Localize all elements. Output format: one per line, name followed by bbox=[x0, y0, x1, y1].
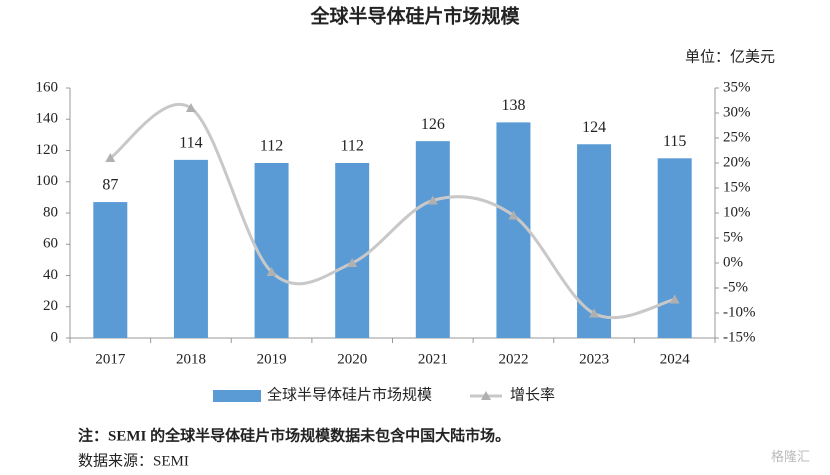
x-tick-label: 2024 bbox=[660, 351, 691, 367]
y-tick-label: 160 bbox=[36, 79, 59, 95]
y2-tick-label: 30% bbox=[723, 104, 751, 120]
y-tick-label: 80 bbox=[43, 204, 58, 220]
legend-swatch bbox=[213, 390, 261, 402]
bar bbox=[335, 163, 370, 338]
bar-value-label: 112 bbox=[260, 138, 283, 155]
y2-tick-label: -10% bbox=[723, 304, 756, 320]
line-marker bbox=[105, 153, 116, 162]
bar bbox=[173, 159, 208, 338]
x-tick-label: 2017 bbox=[95, 351, 126, 367]
y2-tick-label: -15% bbox=[723, 329, 756, 345]
y2-tick-label: 5% bbox=[723, 229, 743, 245]
y2-tick-label: 15% bbox=[723, 179, 751, 195]
y-tick-label: 0 bbox=[51, 329, 59, 345]
y2-tick-label: 0% bbox=[723, 254, 743, 270]
y-tick-label: 120 bbox=[36, 142, 59, 158]
bar-value-label: 87 bbox=[102, 177, 118, 194]
bar-value-label: 138 bbox=[501, 97, 525, 114]
bar bbox=[254, 163, 289, 338]
line-marker bbox=[508, 210, 519, 220]
x-tick-label: 2018 bbox=[176, 351, 206, 367]
bar-value-label: 114 bbox=[179, 135, 202, 152]
legend-label: 全球半导体硅片市场规模 bbox=[267, 385, 432, 403]
bar bbox=[657, 158, 692, 338]
x-tick-label: 2023 bbox=[579, 351, 609, 367]
x-tick-label: 2021 bbox=[418, 351, 448, 367]
y-tick-label: 140 bbox=[36, 111, 59, 127]
y2-tick-label: 20% bbox=[723, 154, 751, 170]
x-tick-label: 2022 bbox=[498, 351, 528, 367]
watermark: 格隆汇 bbox=[771, 449, 810, 464]
legend-marker bbox=[481, 391, 491, 400]
line-marker bbox=[185, 103, 196, 112]
line-marker bbox=[347, 258, 358, 267]
bar bbox=[93, 202, 128, 338]
legend-label: 增长率 bbox=[510, 386, 555, 403]
source: 数据来源：SEMI bbox=[78, 452, 189, 469]
y-tick-label: 100 bbox=[36, 173, 59, 189]
bar-value-label: 126 bbox=[421, 116, 445, 133]
y-tick-label: 20 bbox=[43, 298, 58, 314]
bar-value-label: 124 bbox=[582, 119, 606, 136]
x-tick-label: 2019 bbox=[257, 351, 287, 367]
bar-value-label: 115 bbox=[663, 133, 686, 150]
y-tick-label: 40 bbox=[43, 267, 58, 283]
y2-tick-label: 35% bbox=[723, 79, 751, 95]
y2-tick-label: 10% bbox=[723, 204, 751, 220]
note: 注：SEMI 的全球半导体硅片市场规模数据未包含中国大陆市场。 bbox=[78, 426, 510, 444]
bar bbox=[415, 141, 450, 338]
y2-tick-label: -5% bbox=[723, 279, 748, 295]
line-marker bbox=[427, 195, 438, 205]
x-tick-label: 2020 bbox=[337, 351, 367, 367]
line-marker bbox=[266, 267, 277, 276]
bar bbox=[496, 122, 531, 338]
line-marker bbox=[589, 308, 600, 318]
line-marker bbox=[669, 294, 680, 304]
y-tick-label: 60 bbox=[43, 236, 58, 252]
y2-tick-label: 25% bbox=[723, 129, 751, 145]
unit-label: 单位：亿美元 bbox=[685, 48, 775, 65]
bar-value-label: 112 bbox=[340, 138, 363, 155]
chart-title: 全球半导体硅片市场规模 bbox=[309, 4, 520, 27]
